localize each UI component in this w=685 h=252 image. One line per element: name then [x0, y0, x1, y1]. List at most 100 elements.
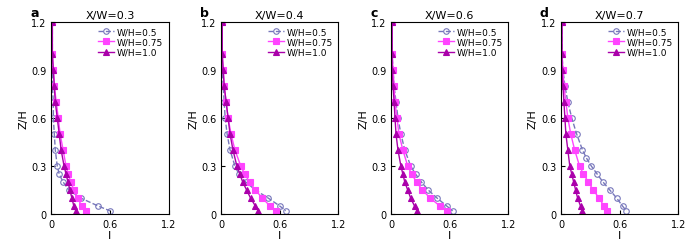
X-axis label: I: I — [448, 230, 451, 240]
Line: W/H=1.0: W/H=1.0 — [219, 20, 261, 214]
W/H=0.5 — [218, 69, 226, 72]
W/H=1.0 — [247, 197, 255, 200]
W/H=0.75 — [64, 173, 72, 176]
W/H=1.0 — [226, 133, 234, 136]
Legend: W/H=0.5, W/H=0.75, W/H=1.0: W/H=0.5, W/H=0.75, W/H=1.0 — [97, 27, 164, 58]
W/H=0.75 — [558, 21, 566, 24]
W/H=1.0 — [236, 173, 244, 176]
W/H=0.5 — [55, 173, 63, 176]
W/H=1.0 — [392, 133, 400, 136]
W/H=0.75 — [571, 149, 579, 152]
W/H=0.5 — [77, 197, 85, 200]
W/H=0.5 — [226, 149, 234, 152]
W/H=0.5 — [443, 205, 451, 208]
W/H=0.5 — [587, 165, 595, 168]
W/H=0.5 — [564, 101, 572, 104]
W/H=1.0 — [57, 149, 65, 152]
Legend: W/H=0.5, W/H=0.75, W/H=1.0: W/H=0.5, W/H=0.75, W/H=1.0 — [267, 27, 334, 58]
W/H=0.75 — [426, 197, 434, 200]
W/H=1.0 — [233, 165, 241, 168]
W/H=1.0 — [571, 189, 580, 192]
Title: X/W=0.3: X/W=0.3 — [85, 11, 135, 20]
W/H=0.5 — [48, 21, 56, 24]
W/H=0.75 — [558, 53, 566, 56]
W/H=0.75 — [391, 101, 399, 104]
W/H=1.0 — [388, 69, 396, 72]
W/H=0.5 — [622, 209, 630, 212]
W/H=0.5 — [218, 21, 226, 24]
W/H=0.5 — [59, 181, 67, 184]
W/H=0.75 — [82, 209, 90, 212]
W/H=1.0 — [558, 21, 566, 24]
W/H=1.0 — [568, 173, 576, 176]
W/H=0.5 — [606, 189, 614, 192]
W/H=0.5 — [568, 117, 576, 120]
Text: c: c — [370, 7, 377, 20]
W/H=0.75 — [589, 189, 597, 192]
W/H=1.0 — [51, 101, 60, 104]
W/H=0.75 — [50, 85, 58, 88]
W/H=1.0 — [388, 21, 396, 24]
W/H=1.0 — [399, 173, 407, 176]
W/H=1.0 — [55, 133, 63, 136]
W/H=0.75 — [399, 149, 407, 152]
W/H=1.0 — [218, 21, 226, 24]
W/H=1.0 — [558, 53, 566, 56]
W/H=0.75 — [240, 173, 249, 176]
Title: X/W=0.7: X/W=0.7 — [595, 11, 645, 20]
W/H=0.75 — [443, 209, 451, 212]
W/H=0.5 — [242, 181, 250, 184]
W/H=0.75 — [560, 85, 568, 88]
W/H=0.75 — [419, 189, 427, 192]
W/H=0.5 — [388, 53, 396, 56]
W/H=0.75 — [566, 133, 575, 136]
W/H=1.0 — [251, 205, 260, 208]
W/H=0.75 — [559, 69, 567, 72]
W/H=0.75 — [388, 53, 396, 56]
W/H=1.0 — [562, 133, 570, 136]
W/H=0.75 — [575, 165, 584, 168]
X-axis label: I: I — [618, 230, 621, 240]
Y-axis label: Z/H: Z/H — [528, 109, 538, 128]
W/H=1.0 — [397, 165, 405, 168]
W/H=1.0 — [561, 117, 569, 120]
W/H=0.75 — [227, 133, 235, 136]
W/H=0.75 — [236, 165, 245, 168]
Line: W/H=1.0: W/H=1.0 — [49, 20, 79, 214]
W/H=0.75 — [580, 173, 588, 176]
W/H=0.5 — [48, 69, 56, 72]
W/H=0.5 — [50, 133, 58, 136]
Line: W/H=0.5: W/H=0.5 — [559, 20, 630, 214]
W/H=0.5 — [593, 173, 601, 176]
W/H=0.75 — [258, 197, 266, 200]
W/H=0.75 — [218, 53, 226, 56]
W/H=0.5 — [412, 173, 420, 176]
W/H=0.5 — [264, 197, 272, 200]
W/H=0.75 — [62, 165, 70, 168]
W/H=0.75 — [67, 181, 75, 184]
W/H=1.0 — [220, 85, 228, 88]
W/H=0.75 — [408, 173, 416, 176]
W/H=0.75 — [59, 149, 67, 152]
W/H=0.5 — [276, 205, 284, 208]
W/H=1.0 — [50, 85, 58, 88]
W/H=1.0 — [560, 101, 568, 104]
W/H=1.0 — [403, 189, 412, 192]
W/H=0.75 — [389, 69, 397, 72]
Line: W/H=0.75: W/H=0.75 — [389, 20, 449, 214]
W/H=0.5 — [558, 21, 566, 24]
W/H=0.75 — [54, 117, 62, 120]
W/H=0.75 — [231, 149, 239, 152]
W/H=1.0 — [53, 117, 62, 120]
Text: a: a — [30, 7, 39, 20]
W/H=0.75 — [272, 209, 280, 212]
W/H=1.0 — [388, 53, 396, 56]
W/H=0.5 — [397, 133, 405, 136]
W/H=1.0 — [389, 85, 397, 88]
W/H=0.5 — [53, 165, 62, 168]
W/H=1.0 — [578, 209, 586, 212]
W/H=0.75 — [219, 69, 227, 72]
W/H=0.75 — [395, 133, 403, 136]
W/H=1.0 — [558, 69, 566, 72]
W/H=0.75 — [564, 117, 572, 120]
